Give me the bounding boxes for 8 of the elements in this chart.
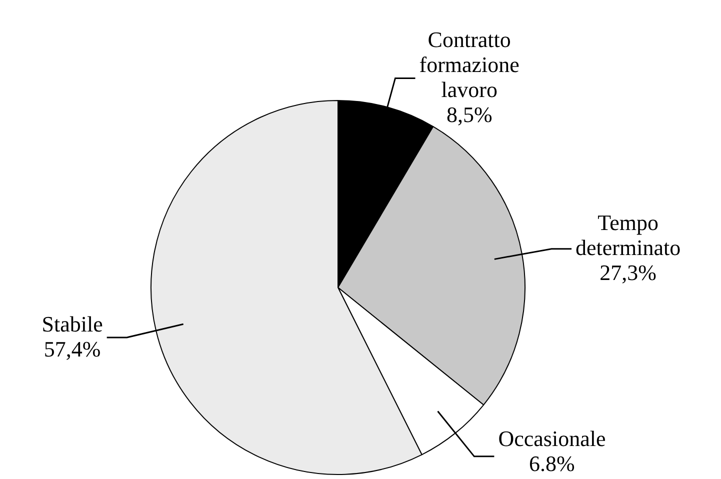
slice-label: Tempo determinato <box>576 210 681 260</box>
data-label: 27,3% <box>600 260 656 286</box>
data-label: 8,5% <box>446 102 492 127</box>
data-label: 57,4% <box>44 336 101 362</box>
data-label: 6.8% <box>529 450 575 476</box>
slice-label: Contratto formazione lavoro <box>419 26 520 102</box>
slice-label: Occasionale <box>498 426 606 451</box>
slice-label: Stabile <box>42 311 103 336</box>
